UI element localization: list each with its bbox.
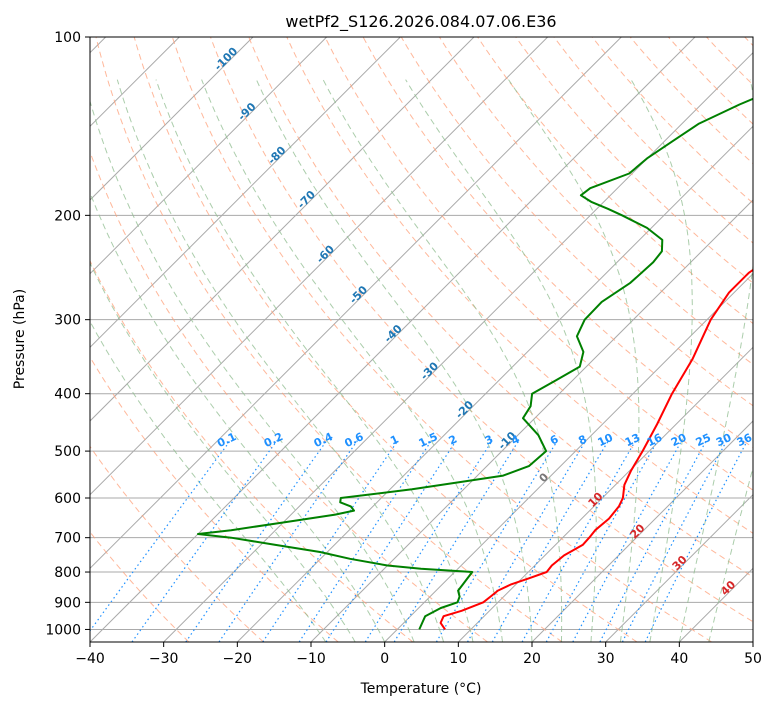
y-axis-title: Pressure (hPa) <box>12 289 28 389</box>
y-tick-label: 300 <box>54 313 81 329</box>
x-tick-label: 10 <box>449 651 467 667</box>
x-tick-label: −30 <box>149 651 179 667</box>
y-tick-label: 600 <box>54 491 81 507</box>
x-tick-label: −20 <box>223 651 253 667</box>
x-tick-label: 30 <box>597 651 615 667</box>
y-tick-label: 500 <box>54 444 81 460</box>
y-tick-label: 1000 <box>45 622 81 638</box>
y-tick-label: 100 <box>54 30 81 46</box>
x-tick-label: 50 <box>744 651 762 667</box>
y-tick-label: 800 <box>54 565 81 581</box>
x-tick-label: 0 <box>380 651 389 667</box>
y-tick-label: 700 <box>54 531 81 547</box>
y-tick-label: 200 <box>54 208 81 224</box>
chart-title: wetPf2_S126.2026.084.07.06.E36 <box>285 12 556 32</box>
y-tick-label: 900 <box>54 595 81 611</box>
x-tick-label: 20 <box>523 651 541 667</box>
x-tick-label: 40 <box>670 651 688 667</box>
x-tick-label: −40 <box>75 651 105 667</box>
x-tick-label: −10 <box>296 651 326 667</box>
x-axis-title: Temperature (°C) <box>360 681 482 697</box>
y-tick-label: 400 <box>54 387 81 403</box>
